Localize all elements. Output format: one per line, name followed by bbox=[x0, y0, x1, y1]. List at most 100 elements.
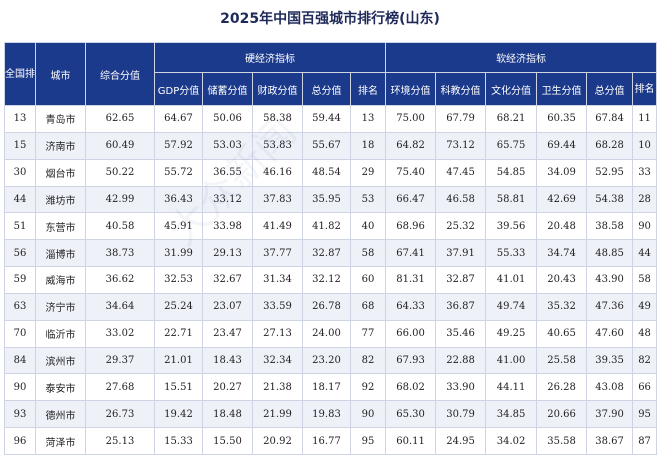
table-row: 51 东营市 40.58 45.91 33.98 41.49 41.82 40 68.96 25.… bbox=[4, 212, 658, 241]
cell-environment: 64.82 bbox=[385, 131, 437, 160]
cell-fiscal: 46.16 bbox=[252, 158, 303, 187]
cell-national-rank: 93 bbox=[4, 400, 36, 429]
cell-health: 35.32 bbox=[536, 292, 588, 321]
header-hard-savings: 储蓄分值 bbox=[202, 72, 253, 106]
cell-hard-rank: 68 bbox=[349, 292, 387, 321]
cell-savings: 23.07 bbox=[202, 292, 253, 321]
cell-environment: 60.11 bbox=[385, 427, 437, 455]
cell-culture: 49.74 bbox=[485, 292, 538, 321]
cell-education: 36.87 bbox=[435, 292, 487, 321]
cell-hard-rank: 77 bbox=[349, 319, 387, 348]
cell-education: 30.79 bbox=[435, 400, 487, 429]
cell-education: 67.79 bbox=[435, 105, 487, 133]
cell-soft-total: 67.84 bbox=[586, 105, 634, 133]
cell-environment: 75.00 bbox=[385, 105, 437, 133]
cell-hard-rank: 53 bbox=[349, 185, 387, 214]
cell-composite: 26.73 bbox=[85, 400, 155, 429]
table-header: 全国排名 城市 综合分值 硬经济指标 软经济指标 GDP分值 储蓄分值 财政分值… bbox=[4, 42, 658, 106]
table-row: 93 德州市 26.73 19.42 18.48 21.99 19.83 90 65.30 30.… bbox=[4, 400, 658, 429]
cell-culture: 44.11 bbox=[485, 373, 538, 402]
cell-savings: 20.27 bbox=[202, 373, 253, 402]
cell-national-rank: 56 bbox=[4, 239, 36, 268]
table-body: 13 青岛市 62.65 64.67 50.06 58.38 59.44 13 75.00 67.… bbox=[4, 105, 658, 455]
cell-soft-total: 39.35 bbox=[586, 346, 634, 375]
cell-culture: 54.85 bbox=[485, 158, 538, 187]
cell-gdp: 21.01 bbox=[154, 346, 203, 375]
cell-composite: 50.22 bbox=[85, 158, 155, 187]
header-soft-group: 软经济指标 bbox=[385, 42, 658, 73]
cell-national-rank: 96 bbox=[4, 427, 36, 455]
header-soft-health: 卫生分值 bbox=[536, 72, 588, 106]
cell-environment: 81.31 bbox=[385, 266, 437, 294]
cell-gdp: 19.42 bbox=[154, 400, 203, 429]
table-row: 59 威海市 36.62 32.53 32.67 31.34 32.12 60 81.31 32.… bbox=[4, 266, 658, 294]
cell-environment: 67.41 bbox=[385, 239, 437, 268]
cell-hard-total: 41.82 bbox=[302, 212, 351, 241]
table-row: 70 临沂市 33.02 22.71 23.47 27.13 24.00 77 66.00 35.… bbox=[4, 319, 658, 348]
cell-hard-total: 55.67 bbox=[302, 131, 351, 160]
header-soft-rank: 排名 bbox=[632, 72, 658, 106]
cell-environment: 66.00 bbox=[385, 319, 437, 348]
header-city: 城市 bbox=[35, 42, 86, 106]
cell-composite: 40.58 bbox=[85, 212, 155, 241]
cell-national-rank: 44 bbox=[4, 185, 36, 214]
cell-education: 25.32 bbox=[435, 212, 487, 241]
cell-hard-rank: 95 bbox=[349, 427, 387, 455]
cell-city: 济宁市 bbox=[35, 292, 86, 321]
cell-soft-rank: 58 bbox=[632, 266, 658, 294]
cell-environment: 75.40 bbox=[385, 158, 437, 187]
cell-hard-total: 35.95 bbox=[302, 185, 351, 214]
cell-culture: 39.56 bbox=[485, 212, 538, 241]
cell-education: 46.58 bbox=[435, 185, 487, 214]
cell-culture: 34.02 bbox=[485, 427, 538, 455]
cell-hard-total: 16.77 bbox=[302, 427, 351, 455]
cell-national-rank: 30 bbox=[4, 158, 36, 187]
cell-soft-total: 43.08 bbox=[586, 373, 634, 402]
cell-soft-rank: 90 bbox=[632, 212, 658, 241]
cell-city: 济南市 bbox=[35, 131, 86, 160]
cell-fiscal: 21.99 bbox=[252, 400, 303, 429]
cell-soft-total: 48.85 bbox=[586, 239, 634, 268]
cell-environment: 64.33 bbox=[385, 292, 437, 321]
cell-education: 32.87 bbox=[435, 266, 487, 294]
cell-soft-rank: 48 bbox=[632, 319, 658, 348]
cell-savings: 50.06 bbox=[202, 105, 253, 133]
cell-education: 35.46 bbox=[435, 319, 487, 348]
header-hard-gdp: GDP分值 bbox=[154, 72, 203, 106]
cell-hard-rank: 18 bbox=[349, 131, 387, 160]
cell-composite: 38.73 bbox=[85, 239, 155, 268]
cell-soft-total: 37.90 bbox=[586, 400, 634, 429]
ranking-table: 全国排名 城市 综合分值 硬经济指标 软经济指标 GDP分值 储蓄分值 财政分值… bbox=[4, 42, 658, 455]
cell-soft-total: 47.36 bbox=[586, 292, 634, 321]
cell-savings: 18.43 bbox=[202, 346, 253, 375]
cell-fiscal: 20.92 bbox=[252, 427, 303, 455]
cell-fiscal: 37.77 bbox=[252, 239, 303, 268]
cell-gdp: 64.67 bbox=[154, 105, 203, 133]
cell-health: 69.44 bbox=[536, 131, 588, 160]
cell-city: 烟台市 bbox=[35, 158, 86, 187]
cell-hard-total: 32.87 bbox=[302, 239, 351, 268]
table-row: 63 济宁市 34.64 25.24 23.07 33.59 26.78 68 64.33 36.… bbox=[4, 292, 658, 321]
cell-education: 47.45 bbox=[435, 158, 487, 187]
cell-environment: 66.47 bbox=[385, 185, 437, 214]
cell-fiscal: 58.38 bbox=[252, 105, 303, 133]
cell-savings: 29.13 bbox=[202, 239, 253, 268]
cell-hard-total: 19.83 bbox=[302, 400, 351, 429]
cell-education: 37.91 bbox=[435, 239, 487, 268]
cell-composite: 42.99 bbox=[85, 185, 155, 214]
cell-soft-rank: 10 bbox=[632, 131, 658, 160]
cell-soft-rank: 28 bbox=[632, 185, 658, 214]
cell-soft-rank: 11 bbox=[632, 105, 658, 133]
cell-gdp: 25.24 bbox=[154, 292, 203, 321]
cell-fiscal: 33.59 bbox=[252, 292, 303, 321]
cell-gdp: 15.51 bbox=[154, 373, 203, 402]
cell-fiscal: 41.49 bbox=[252, 212, 303, 241]
header-soft-environment: 环境分值 bbox=[385, 72, 437, 106]
table-row: 13 青岛市 62.65 64.67 50.06 58.38 59.44 13 75.00 67.… bbox=[4, 105, 658, 133]
cell-hard-rank: 92 bbox=[349, 373, 387, 402]
cell-savings: 15.50 bbox=[202, 427, 253, 455]
cell-culture: 65.75 bbox=[485, 131, 538, 160]
cell-fiscal: 53.83 bbox=[252, 131, 303, 160]
cell-health: 20.43 bbox=[536, 266, 588, 294]
